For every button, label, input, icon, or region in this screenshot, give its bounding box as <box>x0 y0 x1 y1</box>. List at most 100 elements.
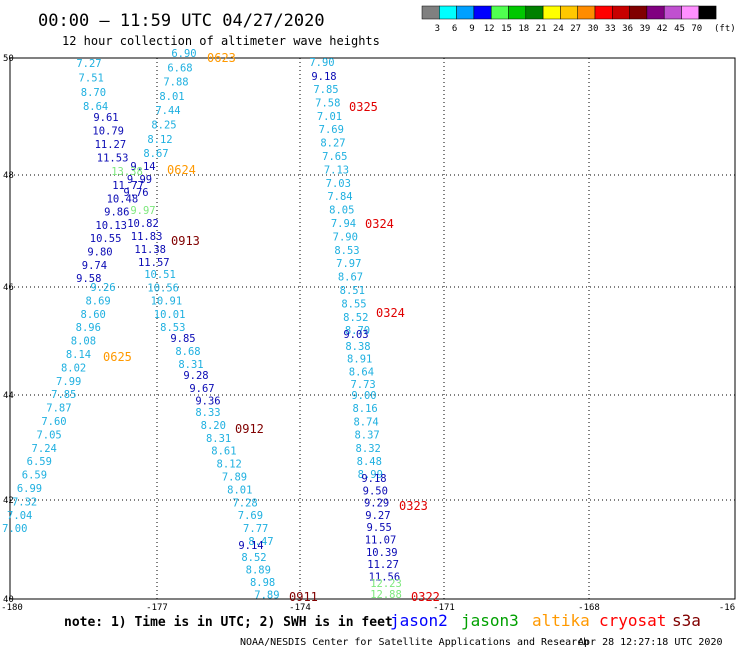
wave-height-value: 11.27 <box>95 139 127 151</box>
pass-time-label: 0913 <box>171 234 200 248</box>
wave-height-value: 11.77 <box>112 180 144 192</box>
wave-height-value: 9.50 <box>363 485 388 497</box>
wave-height-value: 8.48 <box>357 456 382 468</box>
wave-height-value: 8.20 <box>201 420 226 432</box>
pass-time-label: 0322 <box>411 590 440 604</box>
colorbar-label: 3 <box>435 24 440 34</box>
lon-tick-label: -168 <box>578 603 600 613</box>
wave-height-value: 11.83 <box>131 231 163 243</box>
colorbar-swatch <box>421 5 440 20</box>
wave-height-value: 7.27 <box>76 58 101 70</box>
wave-height-value: 7.89 <box>222 472 247 484</box>
wave-height-value: 10.91 <box>151 296 183 308</box>
satellite-legend-entry: s3a <box>672 611 701 630</box>
wave-height-value: 8.70 <box>345 325 370 337</box>
colorbar-label: 12 <box>484 24 495 34</box>
footer-credit: NOAA/NESDIS Center for Satellite Applica… <box>240 637 589 648</box>
wave-height-value: 9.99 <box>127 174 152 186</box>
wave-height-value: 9.58 <box>76 273 101 285</box>
wave-height-value: 9.18 <box>361 473 386 485</box>
colorbar-label: 42 <box>657 24 668 34</box>
wave-height-value: 7.89 <box>254 590 279 602</box>
colorbar-label: 6 <box>452 24 457 34</box>
colorbar-label: 33 <box>605 24 616 34</box>
colorbar-label: 27 <box>570 24 581 34</box>
wave-height-value: 7.00 <box>2 523 27 535</box>
pass-time-label: 0325 <box>349 100 378 114</box>
axis-labels: -180 -177 -174 -171 -168 -16 50 48 46 44 42 40 <box>1 54 735 613</box>
wave-height-value: 7.03 <box>326 178 351 190</box>
chart-subtitle: 12 hour collection of altimeter wave hei… <box>62 34 380 48</box>
colorbar-unit: (ft) <box>714 24 736 34</box>
wave-height-value: 8.98 <box>250 577 275 589</box>
wave-height-value: 8.25 <box>151 120 176 132</box>
wave-height-value: 7.05 <box>36 429 61 441</box>
lat-tick-label: 48 <box>3 171 14 181</box>
wave-height-value: 8.96 <box>76 322 101 334</box>
lon-tick-label: -180 <box>1 603 23 613</box>
wave-height-value: 8.31 <box>178 359 203 371</box>
footer-note: note: 1) Time is in UTC; 2) SWH is in fe… <box>64 615 393 630</box>
wave-height-value: 7.77 <box>243 523 268 535</box>
wave-height-value: 10.56 <box>147 282 179 294</box>
wave-height-value: 9.85 <box>170 333 195 345</box>
wave-height-value: 12.88 <box>370 589 402 601</box>
wave-height-value: 8.53 <box>160 322 185 334</box>
wave-height-value: 8.47 <box>248 536 273 548</box>
pass-time-label: 0323 <box>399 499 428 513</box>
color-legend: 3 6 9 12 15 18 21 24 27 30 33 36 39 42 45 70 <box>421 5 717 34</box>
wave-height-value: 8.12 <box>217 459 242 471</box>
wave-height-value: 11.57 <box>138 257 170 269</box>
wave-height-value: 8.52 <box>241 552 266 564</box>
colorbar-swatch <box>646 5 665 20</box>
wave-height-value: 10.39 <box>366 547 398 559</box>
wave-height-value: 7.65 <box>322 151 347 163</box>
lat-tick-label: 42 <box>3 496 14 506</box>
wave-height-value: 9.00 <box>351 390 376 402</box>
wave-height-value: 6.59 <box>27 456 52 468</box>
colorbar-swatch <box>439 5 457 20</box>
wave-height-value: 11.27 <box>367 559 399 571</box>
wave-height-value: 12.23 <box>370 578 402 590</box>
wave-height-value: 8.61 <box>211 446 236 458</box>
wave-height-value: 8.53 <box>334 245 359 257</box>
wave-height-value: 7.51 <box>79 72 104 84</box>
colorbar-swatch <box>490 5 509 20</box>
wave-height-value: 8.51 <box>340 285 365 297</box>
wave-height-value: 13.38 <box>111 166 143 178</box>
pass-time-label: 0324 <box>376 306 405 320</box>
wave-height-value: 11.07 <box>365 535 397 547</box>
wave-height-value: 9.36 <box>195 396 220 408</box>
pass-time-label: 0623 <box>207 51 236 65</box>
wave-height-value: 8.31 <box>206 433 231 445</box>
wave-height-tracks: 7.277.518.708.649.6110.7911.2711.536.906… <box>2 48 402 602</box>
wave-height-value: 8.67 <box>338 272 363 284</box>
wave-height-value: 7.90 <box>309 57 334 69</box>
wave-height-value: 9.74 <box>82 260 107 272</box>
wave-height-value: 7.87 <box>46 403 71 415</box>
wave-height-value: 8.37 <box>354 430 379 442</box>
colorbar-label: 45 <box>674 24 685 34</box>
lat-tick-label: 40 <box>3 595 14 605</box>
wave-height-value: 8.05 <box>329 205 354 217</box>
wave-height-value: 7.85 <box>51 389 76 401</box>
wave-height-value: 8.64 <box>83 101 108 113</box>
colorbar-label: 39 <box>639 24 650 34</box>
wave-height-value: 8.12 <box>147 134 172 146</box>
wave-height-value: 8.67 <box>143 148 168 160</box>
colorbar-label: 21 <box>536 24 547 34</box>
wave-height-value: 10.01 <box>154 309 186 321</box>
wave-height-value: 9.76 <box>123 187 148 199</box>
colorbar-label: 15 <box>501 24 512 34</box>
wave-height-value: 11.38 <box>134 244 166 256</box>
wave-height-value: 10.55 <box>90 233 122 245</box>
colorbar-label: 70 <box>691 24 702 34</box>
wave-height-value: 8.91 <box>347 354 372 366</box>
wave-height-value: 7.28 <box>232 497 257 509</box>
wave-height-value: 9.67 <box>189 383 214 395</box>
wave-height-value: 8.08 <box>71 336 96 348</box>
wave-height-value: 7.73 <box>350 379 375 391</box>
satellite-legend-entry: jason3 <box>461 611 519 630</box>
colorbar-swatch <box>681 5 700 20</box>
wave-height-value: 7.58 <box>315 97 340 109</box>
